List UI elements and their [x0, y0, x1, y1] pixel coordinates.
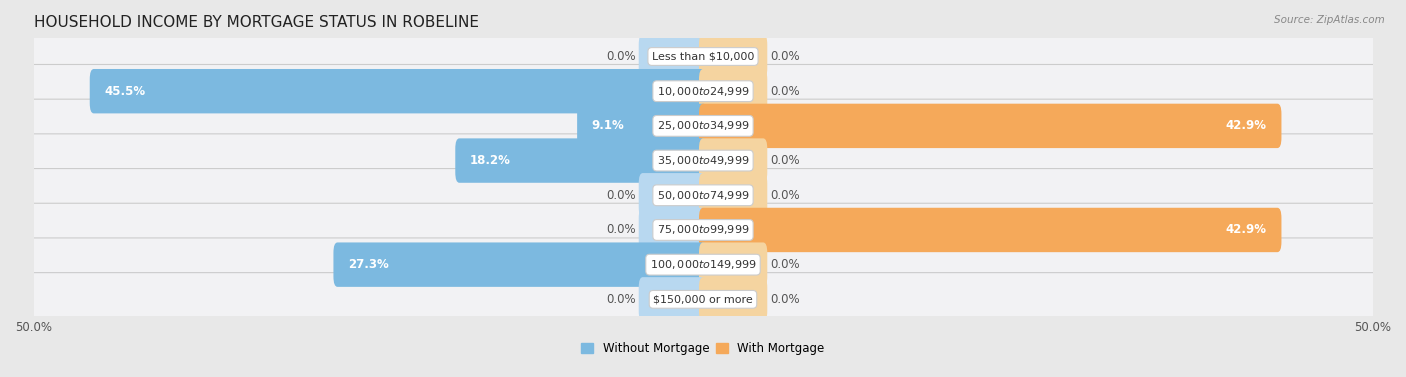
FancyBboxPatch shape — [699, 173, 768, 218]
FancyBboxPatch shape — [22, 99, 1384, 153]
Text: 0.0%: 0.0% — [770, 154, 800, 167]
Text: 0.0%: 0.0% — [606, 224, 636, 236]
Text: Less than $10,000: Less than $10,000 — [652, 52, 754, 61]
Text: 0.0%: 0.0% — [770, 50, 800, 63]
Text: $150,000 or more: $150,000 or more — [654, 294, 752, 304]
Text: 42.9%: 42.9% — [1226, 120, 1267, 132]
Text: 0.0%: 0.0% — [606, 189, 636, 202]
Text: $25,000 to $34,999: $25,000 to $34,999 — [657, 120, 749, 132]
FancyBboxPatch shape — [699, 277, 768, 322]
FancyBboxPatch shape — [638, 34, 707, 79]
FancyBboxPatch shape — [699, 34, 768, 79]
FancyBboxPatch shape — [22, 30, 1384, 83]
FancyBboxPatch shape — [638, 173, 707, 218]
Text: 42.9%: 42.9% — [1226, 224, 1267, 236]
Text: 45.5%: 45.5% — [104, 85, 146, 98]
Text: 0.0%: 0.0% — [606, 293, 636, 306]
FancyBboxPatch shape — [333, 242, 707, 287]
Text: 9.1%: 9.1% — [592, 120, 624, 132]
Text: Source: ZipAtlas.com: Source: ZipAtlas.com — [1274, 15, 1385, 25]
FancyBboxPatch shape — [22, 169, 1384, 222]
Text: 0.0%: 0.0% — [770, 189, 800, 202]
Text: 18.2%: 18.2% — [470, 154, 510, 167]
FancyBboxPatch shape — [699, 208, 1281, 252]
Text: $10,000 to $24,999: $10,000 to $24,999 — [657, 85, 749, 98]
FancyBboxPatch shape — [576, 104, 707, 148]
Text: 0.0%: 0.0% — [770, 293, 800, 306]
Text: $75,000 to $99,999: $75,000 to $99,999 — [657, 224, 749, 236]
FancyBboxPatch shape — [22, 203, 1384, 257]
FancyBboxPatch shape — [456, 138, 707, 183]
FancyBboxPatch shape — [22, 238, 1384, 291]
FancyBboxPatch shape — [699, 242, 768, 287]
Text: $50,000 to $74,999: $50,000 to $74,999 — [657, 189, 749, 202]
FancyBboxPatch shape — [22, 64, 1384, 118]
Text: 27.3%: 27.3% — [349, 258, 389, 271]
FancyBboxPatch shape — [699, 104, 1281, 148]
FancyBboxPatch shape — [699, 69, 768, 113]
Text: 0.0%: 0.0% — [606, 50, 636, 63]
FancyBboxPatch shape — [22, 273, 1384, 326]
FancyBboxPatch shape — [699, 138, 768, 183]
FancyBboxPatch shape — [638, 208, 707, 252]
Text: 0.0%: 0.0% — [770, 85, 800, 98]
Text: $100,000 to $149,999: $100,000 to $149,999 — [650, 258, 756, 271]
Text: 0.0%: 0.0% — [770, 258, 800, 271]
Text: HOUSEHOLD INCOME BY MORTGAGE STATUS IN ROBELINE: HOUSEHOLD INCOME BY MORTGAGE STATUS IN R… — [34, 15, 478, 30]
Text: $35,000 to $49,999: $35,000 to $49,999 — [657, 154, 749, 167]
FancyBboxPatch shape — [90, 69, 707, 113]
FancyBboxPatch shape — [638, 277, 707, 322]
Legend: Without Mortgage, With Mortgage: Without Mortgage, With Mortgage — [576, 337, 830, 360]
FancyBboxPatch shape — [22, 134, 1384, 187]
